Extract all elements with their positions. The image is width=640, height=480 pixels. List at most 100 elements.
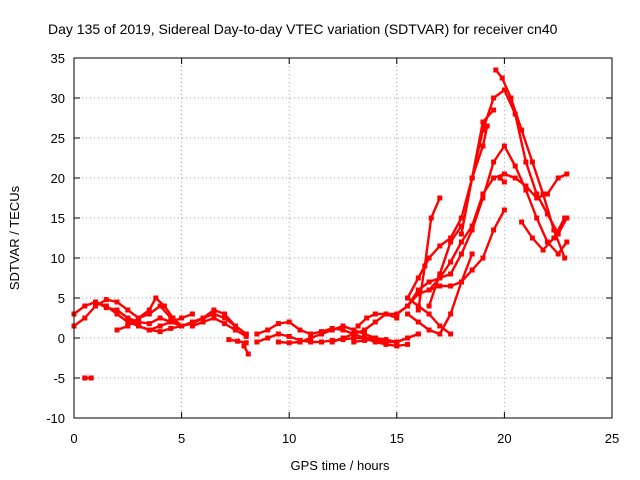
data-point bbox=[241, 343, 247, 349]
data-point bbox=[254, 331, 260, 337]
data-point bbox=[308, 339, 314, 345]
data-point bbox=[523, 183, 529, 189]
data-point bbox=[286, 333, 292, 339]
y-tick-label: 10 bbox=[51, 251, 65, 266]
y-tick-label: 5 bbox=[58, 291, 65, 306]
data-point bbox=[146, 307, 152, 313]
data-point bbox=[405, 303, 411, 309]
data-point bbox=[480, 143, 486, 149]
data-point bbox=[93, 299, 98, 305]
data-point bbox=[394, 339, 400, 345]
data-point bbox=[437, 283, 443, 289]
data-point bbox=[562, 215, 568, 221]
series-line-15 bbox=[406, 88, 568, 300]
data-point bbox=[458, 251, 464, 257]
data-point bbox=[232, 327, 238, 333]
data-point bbox=[93, 303, 98, 309]
y-tick-label: 0 bbox=[58, 331, 65, 346]
y-tick-label: -5 bbox=[53, 371, 65, 386]
data-point bbox=[146, 321, 152, 327]
data-point bbox=[146, 327, 152, 333]
y-tick-label: -10 bbox=[46, 411, 65, 426]
data-point bbox=[415, 303, 421, 309]
data-point bbox=[157, 323, 163, 329]
data-point bbox=[351, 327, 357, 333]
data-point bbox=[448, 283, 454, 289]
data-point bbox=[448, 259, 454, 265]
data-point bbox=[329, 327, 335, 333]
data-point bbox=[157, 315, 163, 321]
data-point bbox=[82, 375, 88, 381]
data-point bbox=[362, 331, 367, 337]
data-point bbox=[222, 321, 228, 327]
data-point bbox=[170, 315, 176, 321]
data-point bbox=[265, 327, 271, 333]
data-point bbox=[243, 333, 249, 339]
data-point bbox=[179, 323, 185, 329]
data-point bbox=[437, 275, 443, 281]
data-point bbox=[82, 315, 88, 321]
data-point bbox=[157, 329, 163, 335]
data-point bbox=[512, 175, 518, 181]
data-point bbox=[458, 215, 464, 221]
data-point bbox=[362, 337, 367, 343]
data-point bbox=[340, 323, 346, 329]
data-point bbox=[168, 319, 174, 325]
data-point bbox=[415, 287, 421, 293]
data-point bbox=[394, 343, 400, 349]
data-point bbox=[426, 303, 432, 309]
data-point bbox=[491, 107, 497, 113]
data-point bbox=[437, 271, 443, 277]
data-point bbox=[529, 159, 535, 165]
data-point bbox=[146, 311, 152, 317]
data-point bbox=[480, 127, 486, 133]
data-point bbox=[297, 339, 303, 345]
data-point bbox=[499, 75, 505, 81]
data-point bbox=[275, 339, 281, 345]
data-point bbox=[383, 339, 389, 345]
data-point bbox=[415, 307, 421, 313]
data-point bbox=[551, 235, 557, 241]
data-point bbox=[222, 311, 228, 317]
data-point bbox=[519, 127, 525, 133]
data-point bbox=[415, 275, 421, 281]
data-point bbox=[211, 307, 217, 313]
data-point bbox=[564, 171, 570, 177]
data-point bbox=[501, 179, 507, 185]
data-point bbox=[125, 315, 131, 321]
data-point bbox=[200, 319, 206, 325]
data-point bbox=[480, 255, 486, 261]
data-point bbox=[362, 327, 367, 333]
chart-title: Day 135 of 2019, Sidereal Day-to-day VTE… bbox=[48, 21, 558, 37]
data-point bbox=[125, 323, 131, 329]
data-point bbox=[103, 297, 109, 303]
data-point bbox=[415, 291, 421, 297]
data-point bbox=[540, 247, 546, 253]
data-point bbox=[114, 327, 120, 333]
data-point bbox=[405, 311, 411, 317]
data-point bbox=[308, 335, 314, 341]
data-point bbox=[426, 279, 432, 285]
data-point bbox=[519, 219, 525, 225]
data-point bbox=[405, 295, 411, 301]
data-point bbox=[523, 187, 529, 193]
x-axis-label: GPS time / hours bbox=[291, 458, 390, 473]
data-point bbox=[491, 159, 497, 165]
data-point bbox=[319, 339, 324, 345]
data-point bbox=[136, 323, 142, 329]
data-point bbox=[501, 207, 507, 213]
series-line-18 bbox=[427, 224, 463, 308]
data-point bbox=[88, 375, 94, 381]
data-point bbox=[340, 327, 346, 333]
x-tick-label: 10 bbox=[282, 431, 296, 446]
data-point bbox=[544, 211, 550, 217]
data-point bbox=[340, 335, 346, 341]
data-point bbox=[394, 311, 400, 317]
data-point bbox=[161, 303, 167, 309]
grid bbox=[74, 58, 612, 418]
data-point bbox=[297, 327, 303, 333]
data-point bbox=[491, 227, 497, 233]
data-point bbox=[501, 87, 507, 93]
data-point bbox=[157, 303, 163, 309]
